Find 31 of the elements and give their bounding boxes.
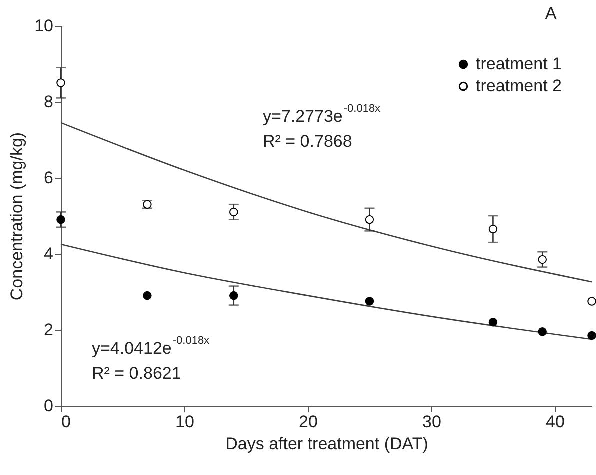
y-tick-label: 8 [44, 92, 54, 112]
x-tick-label: 40 [546, 412, 565, 432]
y-tick-label: 4 [44, 244, 54, 264]
x-tick-label: 30 [422, 412, 442, 432]
point [488, 318, 498, 327]
legend-label: treatment 1 [476, 54, 562, 74]
point [588, 331, 596, 340]
point [538, 328, 547, 336]
annotation: R² = 0.7868 [263, 132, 352, 151]
y-tick-label: 0 [44, 396, 54, 416]
x-axis-title: Days after treatment (DAT) [226, 434, 428, 454]
x-tick-label: 20 [299, 412, 318, 432]
point [365, 297, 374, 306]
annotation: R² = 0.8621 [92, 364, 182, 383]
point [365, 215, 374, 224]
point [488, 224, 498, 234]
point [230, 291, 238, 300]
y-axis-title: Concentration (mg/kg) [8, 132, 27, 301]
y-tick-label: 10 [34, 16, 54, 36]
y-tick-label: 2 [44, 320, 54, 340]
point [143, 291, 152, 300]
point [56, 215, 66, 224]
point [588, 297, 596, 306]
point [538, 255, 547, 264]
x-tick-label: 0 [62, 412, 71, 432]
point [56, 78, 66, 88]
x-tick-label: 10 [176, 412, 194, 432]
legend-label: treatment 2 [476, 76, 562, 96]
text: A [545, 4, 558, 23]
point [230, 208, 238, 217]
y-tick-label: 6 [44, 168, 54, 188]
